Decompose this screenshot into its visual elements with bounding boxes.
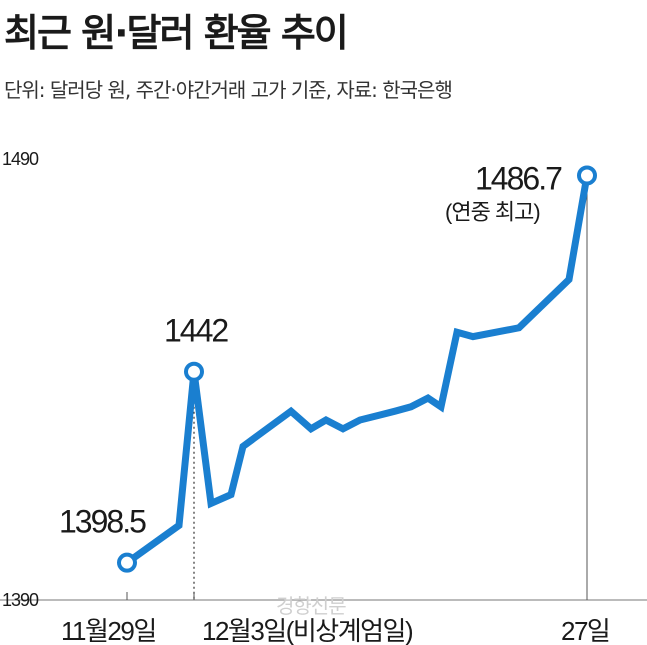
chart-title: 최근 원·달러 환율 추이 [4, 11, 349, 55]
x-tick-label: 11월29일 [61, 616, 156, 645]
chart-subtitle: 단위: 달러당 원, 주간·야간거래 고가 기준, 자료: 한국은행 [4, 78, 453, 102]
x-tick-label: 12월3일(비상계엄일) [202, 616, 413, 645]
data-label: 1486.7 [475, 160, 562, 196]
y-tick-label: 1390 [2, 590, 39, 610]
data-label-note: (연중 최고) [445, 199, 540, 224]
data-point-marker [184, 361, 204, 382]
series-line [124, 174, 591, 566]
data-label: 1442 [164, 313, 228, 349]
data-label: 1398.5 [59, 504, 146, 540]
y-tick-label: 1490 [2, 149, 39, 169]
data-point-marker [577, 165, 597, 186]
watermark: 경향신문 [276, 594, 347, 618]
x-tick-label: 27일 [561, 616, 609, 645]
data-point-marker [117, 552, 137, 573]
